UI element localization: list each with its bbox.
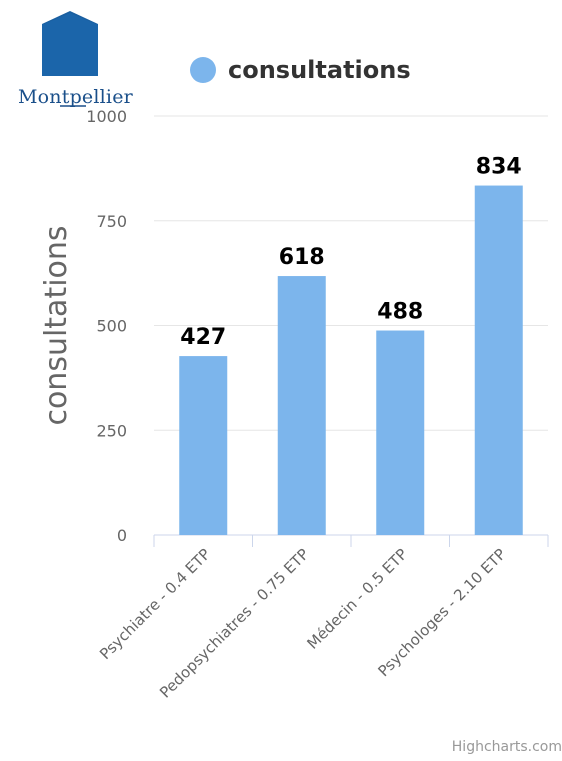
y-tick-label: 500 — [96, 317, 127, 336]
data-label: 488 — [377, 300, 423, 325]
bar — [474, 185, 523, 535]
data-label: 618 — [279, 245, 325, 270]
y-axis-title: consultations — [39, 225, 74, 425]
data-label: 427 — [180, 325, 226, 350]
legend-marker — [190, 57, 216, 83]
bar — [376, 330, 425, 535]
legend[interactable]: consultations — [190, 56, 411, 84]
data-label: 834 — [476, 155, 522, 180]
y-tick-label: 1000 — [86, 107, 127, 126]
y-tick-label: 0 — [117, 526, 127, 545]
y-tick-label: 250 — [96, 421, 127, 440]
x-tick-label: Médecin - 0.5 ETP — [304, 545, 412, 653]
logo-text: Montpellier — [18, 86, 133, 108]
x-tick-label: Psychiatre - 0.4 ETP — [96, 545, 214, 663]
montpellier-logo: Montpellier — [8, 10, 138, 110]
credits-link[interactable]: Highcharts.com — [451, 739, 562, 755]
y-tick-label: 750 — [96, 212, 127, 231]
house-icon — [42, 11, 98, 107]
bar — [277, 276, 326, 535]
bar — [179, 356, 228, 535]
legend-label: consultations — [228, 56, 411, 84]
